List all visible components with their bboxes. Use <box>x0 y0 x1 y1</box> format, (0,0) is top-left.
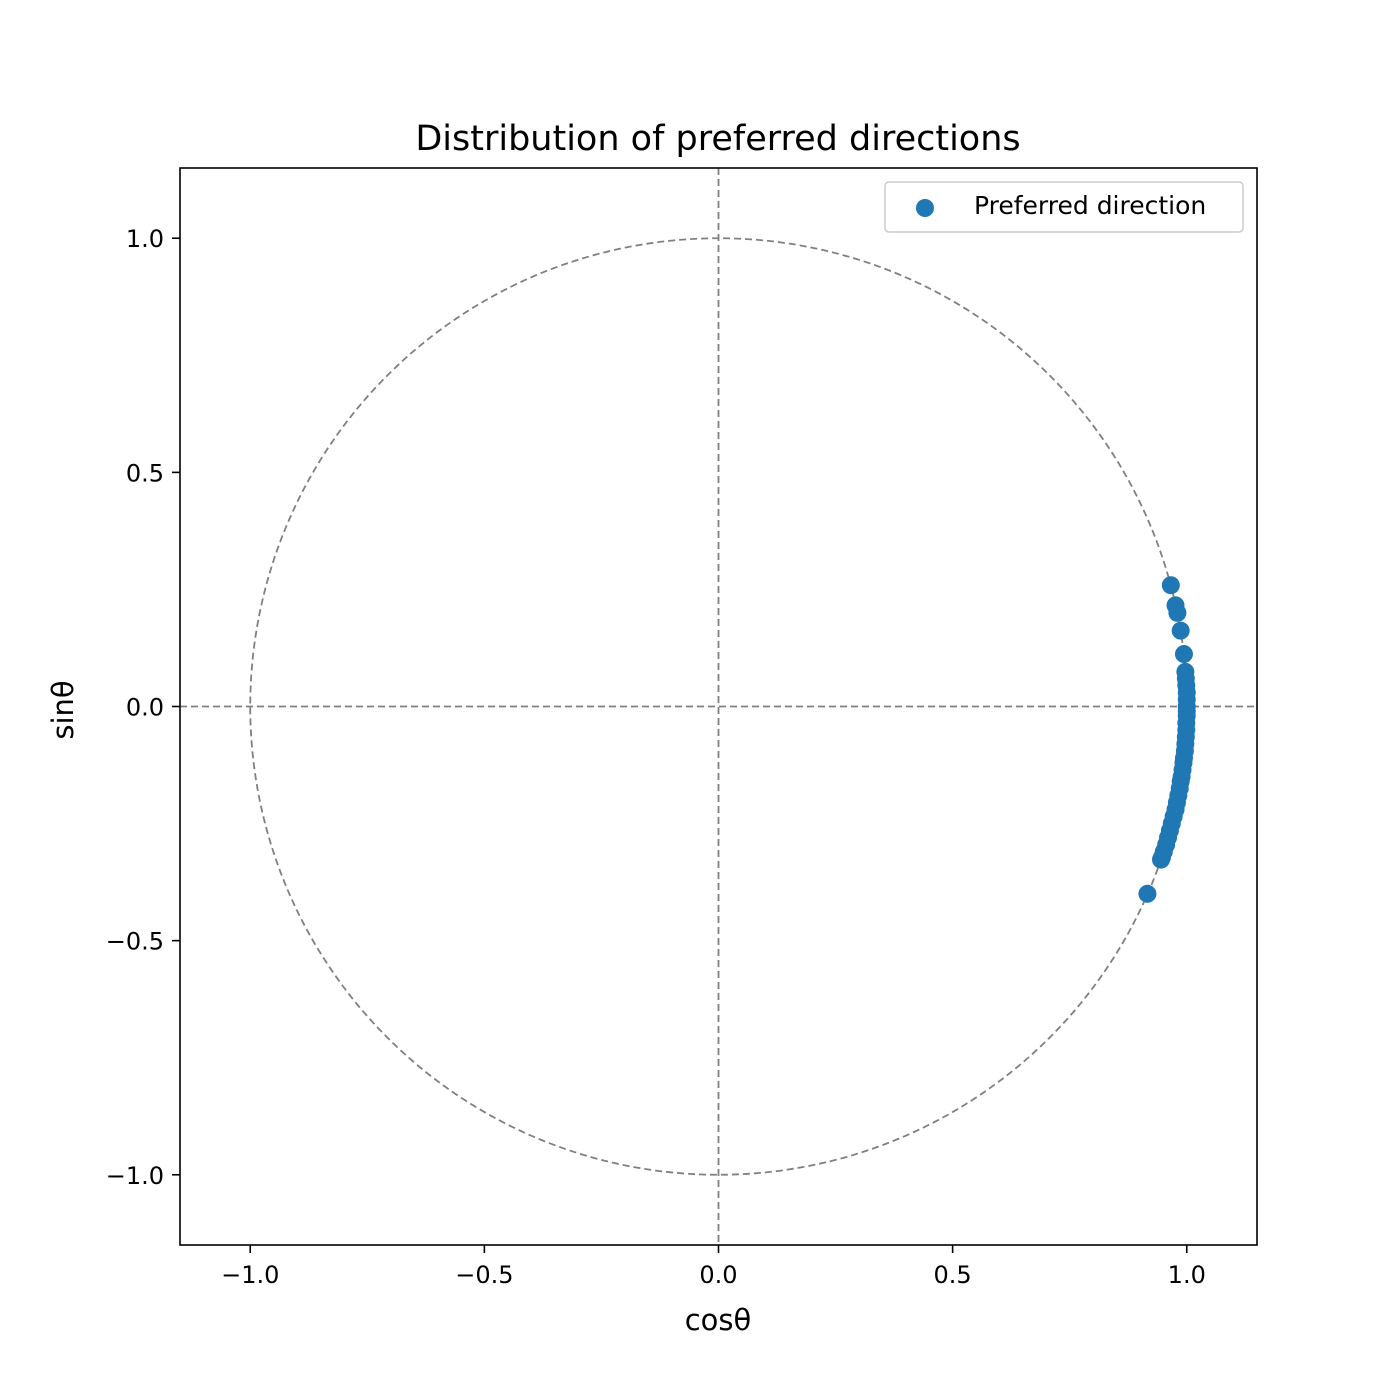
y-tick-label: 0.0 <box>126 694 164 722</box>
data-point <box>1171 621 1190 640</box>
y-tick-label: 1.0 <box>126 225 164 253</box>
x-tick-label: 0.5 <box>934 1261 972 1289</box>
y-tick-label: −1.0 <box>106 1162 164 1190</box>
x-tick-label: −0.5 <box>455 1261 513 1289</box>
x-axis-label: cosθ <box>685 1303 752 1337</box>
data-point <box>1174 645 1193 664</box>
y-tick-label: −0.5 <box>106 928 164 956</box>
legend-box <box>884 181 1244 233</box>
plot-area <box>179 167 1258 1246</box>
axis-ticks: −1.0 −0.5 0.0 0.5 1.0 1.0 0.5 0.0 −0.5 −1.0 <box>106 225 1206 1289</box>
data-point <box>1168 603 1187 622</box>
chart-title: Distribution of preferred directions <box>415 119 1020 159</box>
data-point <box>1152 850 1171 869</box>
legend-label: Preferred direction <box>974 191 1206 220</box>
y-tick-label: 0.5 <box>126 459 164 487</box>
data-point <box>1138 884 1157 903</box>
legend: Preferred direction <box>884 181 1244 233</box>
x-tick-label: 0.0 <box>699 1261 737 1289</box>
x-tick-label: −1.0 <box>221 1261 279 1289</box>
y-axis-label: sinθ <box>46 680 80 739</box>
legend-marker <box>916 199 934 217</box>
x-tick-label: 1.0 <box>1168 1261 1206 1289</box>
data-point <box>1161 576 1180 595</box>
